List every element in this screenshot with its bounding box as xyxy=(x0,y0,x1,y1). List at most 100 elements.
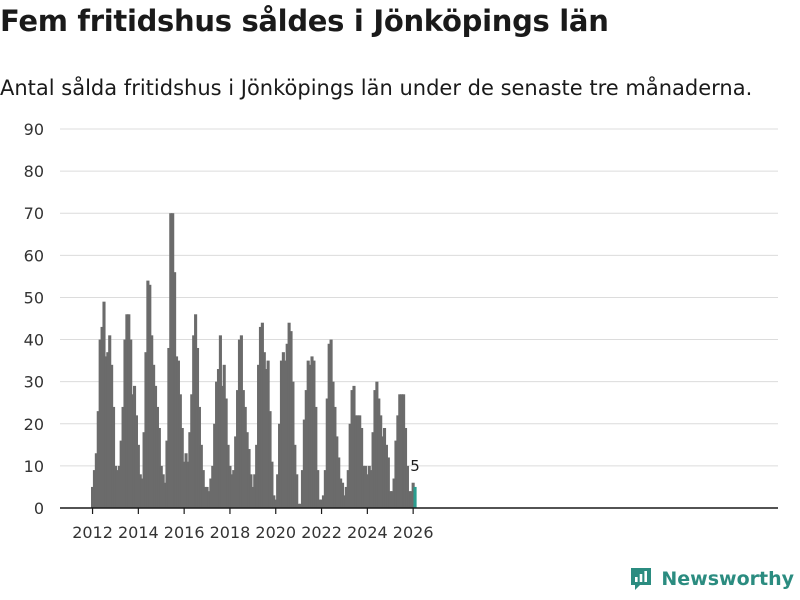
bar xyxy=(197,406,201,508)
bar xyxy=(386,457,390,508)
bar xyxy=(117,465,121,508)
bar xyxy=(153,385,158,508)
bar xyxy=(352,385,356,508)
bar xyxy=(203,486,207,508)
bar xyxy=(195,347,200,508)
bar xyxy=(289,331,293,508)
bar xyxy=(215,381,219,508)
newsworthy-logo-icon xyxy=(631,568,652,590)
bar xyxy=(245,432,249,508)
bar xyxy=(402,394,406,508)
bar xyxy=(96,411,100,508)
bar xyxy=(323,470,327,508)
y-tick-label: 80 xyxy=(24,162,44,181)
bar xyxy=(218,335,222,508)
bar xyxy=(358,415,362,508)
y-tick-label: 50 xyxy=(24,288,44,307)
bar xyxy=(346,470,350,508)
bar xyxy=(113,465,117,508)
x-tick-label: 2022 xyxy=(301,523,342,540)
bar xyxy=(400,394,404,508)
bar xyxy=(388,491,392,508)
bar xyxy=(188,432,192,508)
bar xyxy=(148,284,152,508)
bar xyxy=(167,347,171,508)
bar xyxy=(125,314,129,508)
bar xyxy=(182,461,186,508)
bar xyxy=(333,406,337,508)
bar xyxy=(180,427,184,508)
bar xyxy=(308,364,312,508)
bar xyxy=(104,356,108,508)
bar xyxy=(405,465,409,508)
bar xyxy=(356,415,360,508)
bar xyxy=(216,369,221,508)
bar xyxy=(220,385,224,508)
brand-logo[interactable]: Newsworthy xyxy=(629,564,794,594)
bar xyxy=(320,499,324,508)
bar xyxy=(226,444,230,508)
bar xyxy=(201,470,205,508)
bar xyxy=(262,352,266,508)
bar xyxy=(361,465,366,508)
bar xyxy=(243,406,247,508)
bar xyxy=(205,486,209,508)
bar xyxy=(192,335,196,508)
bar xyxy=(291,381,295,508)
bar xyxy=(186,461,190,508)
bar xyxy=(115,470,119,508)
y-tick-label: 40 xyxy=(24,331,44,350)
chart-subtitle: Antal sålda fritidshus i Jönköpings län … xyxy=(0,76,753,100)
bar xyxy=(304,390,308,508)
bar xyxy=(232,470,236,508)
bar xyxy=(92,470,97,508)
x-tick-label: 2014 xyxy=(118,523,159,540)
bar xyxy=(241,390,245,508)
bar xyxy=(348,423,352,508)
x-tick-label: 2018 xyxy=(210,523,251,540)
bar xyxy=(314,406,318,508)
bar xyxy=(321,495,326,508)
brand-name: Newsworthy xyxy=(661,568,794,590)
bar xyxy=(108,335,112,508)
bar xyxy=(260,322,264,508)
bar xyxy=(268,411,272,508)
bar xyxy=(163,482,167,508)
bar xyxy=(142,432,146,508)
bar xyxy=(136,444,140,508)
bar xyxy=(264,369,268,508)
bar xyxy=(344,486,348,508)
y-tick-label: 90 xyxy=(24,120,44,139)
bar xyxy=(237,339,242,508)
bar xyxy=(194,314,198,508)
x-tick-label: 2024 xyxy=(347,523,388,540)
bar-series xyxy=(91,213,417,508)
bar xyxy=(209,478,213,508)
bar xyxy=(281,352,285,508)
bar xyxy=(335,436,339,508)
bar xyxy=(384,444,388,508)
bar xyxy=(119,440,123,508)
bar xyxy=(407,491,411,508)
bar xyxy=(382,427,387,508)
bar xyxy=(369,470,373,508)
bar xyxy=(131,394,135,508)
bar xyxy=(270,461,274,508)
bar xyxy=(340,482,345,508)
bar xyxy=(337,457,341,508)
bar xyxy=(184,453,188,508)
bar xyxy=(390,491,394,508)
bar xyxy=(247,449,251,508)
x-tick-label: 2016 xyxy=(164,523,205,540)
bar xyxy=(132,385,137,508)
bar xyxy=(110,364,114,508)
bar xyxy=(121,406,125,508)
bar xyxy=(403,427,408,508)
bar xyxy=(325,398,329,508)
bar xyxy=(100,326,104,508)
bar xyxy=(354,415,358,508)
bar xyxy=(327,343,331,508)
bar xyxy=(140,478,144,508)
bar-chart: 0 10 20 30 40 50 60 70 80 90 5 2012 2014 2016 2018 2020… xyxy=(24,120,778,540)
bar xyxy=(176,360,180,508)
